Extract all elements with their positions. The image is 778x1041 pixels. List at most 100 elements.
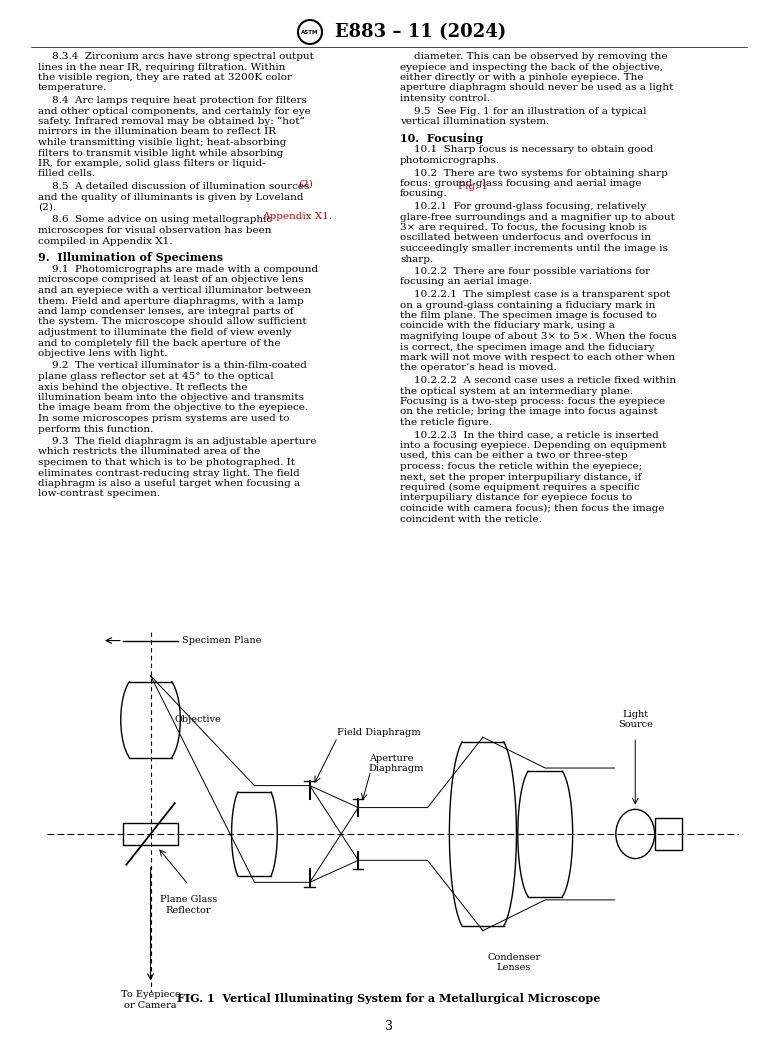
Text: and other optical components, and certainly for eye: and other optical components, and certai… [38,106,310,116]
Text: glare-free surroundings and a magnifier up to about: glare-free surroundings and a magnifier … [400,212,675,222]
Text: the system. The microscope should allow sufficient: the system. The microscope should allow … [38,318,307,327]
Text: 9.5  See Fig. 1 for an illustration of a typical: 9.5 See Fig. 1 for an illustration of a … [414,106,647,116]
Text: compiled in Appendix X1.: compiled in Appendix X1. [38,236,173,246]
Text: next, set the proper interpupiliary distance, if: next, set the proper interpupiliary dist… [400,473,641,482]
Text: the optical system at an intermediary plane.: the optical system at an intermediary pl… [400,386,633,396]
Text: microscope comprised at least of an objective lens: microscope comprised at least of an obje… [38,276,303,284]
Text: sharp.: sharp. [400,254,433,263]
Text: aperture diaphragm should never be used as a light: aperture diaphragm should never be used … [400,83,674,93]
Text: Appendix X1.: Appendix X1. [262,212,332,221]
Text: which restricts the illuminated area of the: which restricts the illuminated area of … [38,448,261,457]
Text: eliminates contrast-reducing stray light. The field: eliminates contrast-reducing stray light… [38,468,300,478]
Text: microscopes for visual observation has been: microscopes for visual observation has b… [38,226,272,235]
Text: coincident with the reticle.: coincident with the reticle. [400,514,541,524]
Text: 8.6  Some advice on using metallographic: 8.6 Some advice on using metallographic [52,215,272,225]
Text: Condenser
Lenses: Condenser Lenses [488,953,541,972]
Text: coincide with the fiduciary mark, using a: coincide with the fiduciary mark, using … [400,322,615,330]
Text: Focusing is a two-step process: focus the eyepiece: Focusing is a two-step process: focus th… [400,397,665,406]
Text: 9.2  The vertical illuminator is a thin-film-coated: 9.2 The vertical illuminator is a thin-f… [52,361,307,371]
Text: 9.1  Photomicrographs are made with a compound: 9.1 Photomicrographs are made with a com… [52,265,318,274]
Text: process: focus the reticle within the eyepiece;: process: focus the reticle within the ey… [400,462,643,471]
Text: filled cells.: filled cells. [38,170,95,178]
Text: Fig. 1: Fig. 1 [458,182,488,191]
Text: vertical illumination system.: vertical illumination system. [400,117,549,126]
Text: perform this function.: perform this function. [38,425,153,433]
Text: 10.2.1  For ground-glass focusing, relatively: 10.2.1 For ground-glass focusing, relati… [414,202,647,211]
Text: photomicrographs.: photomicrographs. [400,156,500,166]
Text: used, this can be either a two or three-step: used, this can be either a two or three-… [400,452,628,460]
Text: focusing an aerial image.: focusing an aerial image. [400,278,532,286]
Text: is correct, the specimen image and the fiduciary: is correct, the specimen image and the f… [400,342,654,352]
Text: 8.5  A detailed discussion of illumination sources: 8.5 A detailed discussion of illuminatio… [52,182,310,191]
Text: Field Diaphragm: Field Diaphragm [338,729,421,737]
Text: FIG. 1  Vertical Illuminating System for a Metallurgical Microscope: FIG. 1 Vertical Illuminating System for … [177,993,601,1004]
Text: 10.2.2.2  A second case uses a reticle fixed within: 10.2.2.2 A second case uses a reticle fi… [414,376,676,385]
Text: the visible region, they are rated at 3200K color: the visible region, they are rated at 32… [38,73,292,82]
Text: into a focusing eyepiece. Depending on equipment: into a focusing eyepiece. Depending on e… [400,441,667,450]
Text: In some microscopes prism systems are used to: In some microscopes prism systems are us… [38,414,289,423]
Text: 10.1  Sharp focus is necessary to obtain good: 10.1 Sharp focus is necessary to obtain … [414,146,654,154]
Text: mirrors in the illumination beam to reflect IR: mirrors in the illumination beam to refl… [38,127,276,136]
Text: the film plane. The specimen image is focused to: the film plane. The specimen image is fo… [400,311,657,320]
Text: 3: 3 [385,1020,393,1033]
Text: diaphragm is also a useful target when focusing a: diaphragm is also a useful target when f… [38,479,300,488]
Text: the operator’s head is moved.: the operator’s head is moved. [400,363,557,373]
Text: specimen to that which is to be photographed. It: specimen to that which is to be photogra… [38,458,295,467]
Text: 9.3  The field diaphragm is an adjustable aperture: 9.3 The field diaphragm is an adjustable… [52,437,317,446]
Text: temperature.: temperature. [38,83,107,93]
Text: intensity control.: intensity control. [400,94,490,103]
Text: succeedingly smaller increments until the image is: succeedingly smaller increments until th… [400,244,668,253]
Text: (2): (2) [298,180,313,189]
Text: 10.2.2.1  The simplest case is a transparent spot: 10.2.2.1 The simplest case is a transpar… [414,290,671,299]
Text: and to completely fill the back aperture of the: and to completely fill the back aperture… [38,338,281,348]
Text: (2).: (2). [38,203,56,212]
Text: and an eyepiece with a vertical illuminator between: and an eyepiece with a vertical illumina… [38,286,311,295]
Text: required (some equipment requires a specific: required (some equipment requires a spec… [400,483,640,492]
Text: while transmitting visible light; heat-absorbing: while transmitting visible light; heat-a… [38,138,286,147]
Text: Specimen Plane: Specimen Plane [182,636,261,645]
Text: them. Field and aperture diaphragms, with a lamp: them. Field and aperture diaphragms, wit… [38,297,303,305]
Bar [654,818,682,849]
Text: the image beam from the objective to the eyepiece.: the image beam from the objective to the… [38,404,308,412]
Text: low-contrast specimen.: low-contrast specimen. [38,489,160,499]
Text: 10.2.2.3  In the third case, a reticle is inserted: 10.2.2.3 In the third case, a reticle is… [414,431,659,439]
Text: either directly or with a pinhole eyepiece. The: either directly or with a pinhole eyepie… [400,73,643,82]
Text: on a ground-glass containing a fiduciary mark in: on a ground-glass containing a fiduciary… [400,301,655,309]
Text: 3× are required. To focus, the focusing knob is: 3× are required. To focus, the focusing … [400,223,647,232]
Text: To Eyepiece
or Camera: To Eyepiece or Camera [121,990,180,1010]
Text: magnifying loupe of about 3× to 5×. When the focus: magnifying loupe of about 3× to 5×. When… [400,332,677,341]
Text: 8.3.4  Zirconium arcs have strong spectral output: 8.3.4 Zirconium arcs have strong spectra… [52,52,314,61]
Text: ASTM: ASTM [301,29,319,34]
Text: adjustment to illuminate the field of view evenly: adjustment to illuminate the field of vi… [38,328,292,337]
Text: Light
Source: Light Source [618,710,653,730]
Text: focus: ground-glass focusing and aerial image: focus: ground-glass focusing and aerial … [400,179,642,188]
Text: objective lens with light.: objective lens with light. [38,349,167,358]
Text: illumination beam into the objective and transmits: illumination beam into the objective and… [38,393,304,402]
Text: and the quality of illuminants is given by Loveland: and the quality of illuminants is given … [38,193,303,202]
Text: 10.  Focusing: 10. Focusing [400,132,483,144]
Text: filters to transmit visible light while absorbing: filters to transmit visible light while … [38,149,283,157]
Text: 10.2  There are two systems for obtaining sharp: 10.2 There are two systems for obtaining… [414,169,668,178]
Text: 10.2.2  There are four possible variations for: 10.2.2 There are four possible variation… [414,266,650,276]
Text: diameter. This can be observed by removing the: diameter. This can be observed by removi… [414,52,668,61]
Text: safety. Infrared removal may be obtained by: “hot”: safety. Infrared removal may be obtained… [38,117,305,126]
Text: 9.  Illumination of Specimens: 9. Illumination of Specimens [38,252,223,263]
Text: coincide with camera focus); then focus the image: coincide with camera focus); then focus … [400,504,664,513]
Text: IR, for example, solid glass filters or liquid-: IR, for example, solid glass filters or … [38,159,265,168]
Text: Plane Glass
Reflector: Plane Glass Reflector [160,895,217,915]
Text: mark will not move with respect to each other when: mark will not move with respect to each … [400,353,675,362]
Text: lines in the near IR, requiring filtration. Within: lines in the near IR, requiring filtrati… [38,62,286,72]
Text: Objective: Objective [175,715,222,725]
Text: oscillated between underfocus and overfocus in: oscillated between underfocus and overfo… [400,233,651,243]
Text: and lamp condenser lenses, are integral parts of: and lamp condenser lenses, are integral … [38,307,293,316]
Text: E883 – 11 (2024): E883 – 11 (2024) [335,23,506,41]
Text: plane glass reflector set at 45° to the optical: plane glass reflector set at 45° to the … [38,372,274,381]
Text: 8.4  Arc lamps require heat protection for filters: 8.4 Arc lamps require heat protection fo… [52,96,307,105]
Text: interpupiliary distance for eyepiece focus to: interpupiliary distance for eyepiece foc… [400,493,633,503]
Text: the reticle figure.: the reticle figure. [400,418,492,427]
Text: eyepiece and inspecting the back of the objective,: eyepiece and inspecting the back of the … [400,62,663,72]
Text: axis behind the objective. It reflects the: axis behind the objective. It reflects t… [38,382,247,391]
Text: Aperture
Diaphragm: Aperture Diaphragm [369,754,424,773]
Text: focusing.: focusing. [400,189,447,199]
Text: on the reticle; bring the image into focus against: on the reticle; bring the image into foc… [400,407,657,416]
